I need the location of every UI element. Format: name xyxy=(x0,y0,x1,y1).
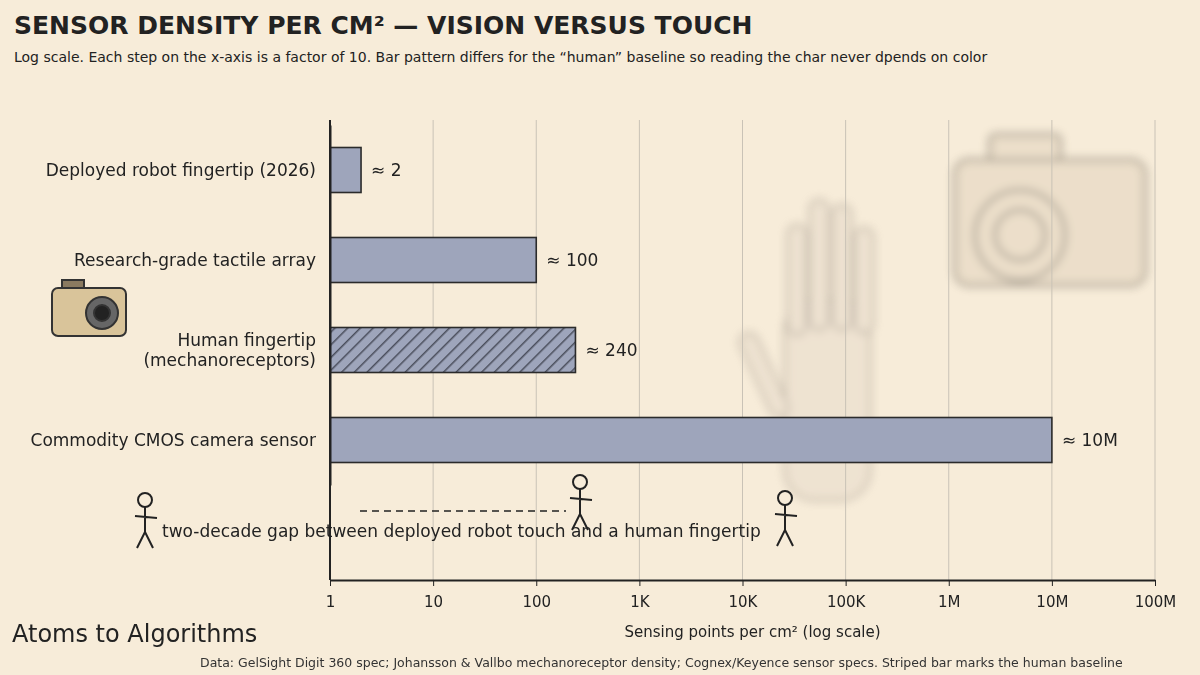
x-tick-label: 10 xyxy=(424,593,443,611)
x-tick-mark xyxy=(1155,580,1156,586)
grid-line xyxy=(845,120,846,580)
x-tick-label: 1K xyxy=(630,593,651,611)
x-tick-mark xyxy=(330,580,331,586)
y-tick-label: Commodity CMOS camera sensor xyxy=(31,430,316,450)
x-tick-label: 10K xyxy=(729,593,759,611)
source: Data: GelSight Digit 360 spec; Johansson… xyxy=(200,655,1123,670)
x-tick-label: 1M xyxy=(938,593,961,611)
stick-head xyxy=(573,475,587,489)
stick-body xyxy=(135,507,157,548)
grid xyxy=(330,120,1155,580)
hand-thumb xyxy=(737,330,791,419)
annotation-dash xyxy=(360,510,566,512)
data-label: ≈ 10M xyxy=(1062,430,1118,450)
stick-figure-right xyxy=(775,491,797,546)
title: SENSOR DENSITY PER CM² — VISION VERSUS T… xyxy=(14,11,752,40)
x-tick: 100 xyxy=(522,580,551,611)
x-tick-label: 100 xyxy=(522,593,551,611)
icon-lens-inner xyxy=(94,305,110,321)
y-tick: Commodity CMOS camera sensor xyxy=(31,430,330,450)
y-tick: Human fingertip(mechanoreceptors) xyxy=(143,330,330,370)
icon-lens xyxy=(86,297,118,329)
bar xyxy=(330,238,536,283)
grid-line xyxy=(742,120,743,580)
bar xyxy=(330,418,1052,463)
x-tick-mark xyxy=(846,580,847,586)
bar xyxy=(330,328,575,373)
x-tick-label: 10M xyxy=(1036,593,1068,611)
grid-line xyxy=(948,120,949,580)
plot-frame-left xyxy=(329,120,331,580)
y-tick: Research-grade tactile array xyxy=(74,250,330,270)
y-tick-label-line: Research-grade tactile array xyxy=(74,250,316,270)
x-tick-label: 100M xyxy=(1135,593,1177,611)
camera xyxy=(955,135,1145,285)
bar xyxy=(330,148,361,193)
background xyxy=(0,0,1200,675)
hand-finger xyxy=(855,228,873,333)
x-tick-mark xyxy=(1052,580,1053,586)
x-tick-mark xyxy=(639,580,640,586)
x-tick-mark xyxy=(743,580,744,586)
data-label: ≈ 2 xyxy=(371,160,401,180)
data-labels: ≈ 2 ≈ 100 ≈ 240 ≈ 10M xyxy=(371,160,1118,450)
x-tick-mark xyxy=(433,580,434,586)
x-axis: 1 10 100 1K 10K 100K 1M 10M 100M xyxy=(326,580,1177,611)
x-tick: 10 xyxy=(424,580,443,611)
hand-finger xyxy=(810,200,828,330)
stick-figure-left xyxy=(135,493,157,548)
x-tick: 1M xyxy=(938,580,961,611)
grid-line xyxy=(639,120,640,580)
data-label: ≈ 240 xyxy=(585,340,637,360)
x-axis-title: Sensing points per cm² (log scale) xyxy=(624,623,880,641)
hand-finger xyxy=(833,205,851,330)
x-tick: 1 xyxy=(326,580,336,611)
y-tick-label-line: Deployed robot fingertip (2026) xyxy=(46,160,316,180)
y-tick-label-line: (mechanoreceptors) xyxy=(143,350,316,370)
grid-line xyxy=(1051,120,1052,580)
y-tick: Deployed robot fingertip (2026) xyxy=(46,160,330,180)
camera-lens-inner xyxy=(995,210,1045,260)
x-tick: 1K xyxy=(630,580,651,611)
brand: Atoms to Algorithms xyxy=(12,620,257,648)
x-tick: 100K xyxy=(827,580,867,611)
data-label: ≈ 100 xyxy=(546,250,598,270)
stick-body xyxy=(775,505,797,546)
y-tick-label: Research-grade tactile array xyxy=(74,250,316,270)
x-tick-mark xyxy=(536,580,537,586)
stick-head xyxy=(778,491,792,505)
camera-body xyxy=(955,160,1145,285)
grid-line xyxy=(330,120,331,580)
y-tick-label-line: Commodity CMOS camera sensor xyxy=(31,430,316,450)
camera-icon xyxy=(52,280,126,336)
x-tick-mark xyxy=(949,580,950,586)
x-tick: 100M xyxy=(1135,580,1177,611)
annotation: two-decade gap between deployed robot to… xyxy=(162,521,761,541)
icon-body xyxy=(52,288,126,336)
bars xyxy=(330,148,1052,463)
x-tick-label: 100K xyxy=(827,593,867,611)
y-axis: Deployed robot fingertip (2026) Research-… xyxy=(31,126,331,486)
y-tick-label: Deployed robot fingertip (2026) xyxy=(46,160,316,180)
x-tick: 10K xyxy=(729,580,759,611)
x-tick-label: 1 xyxy=(326,593,336,611)
hand-finger xyxy=(788,225,806,335)
chart-svg: SENSOR DENSITY PER CM² — VISION VERSUS T… xyxy=(0,0,1200,675)
y-tick-label-line: Human fingertip xyxy=(177,330,316,350)
x-tick: 10M xyxy=(1036,580,1068,611)
stick-head xyxy=(138,493,152,507)
y-tick-label: Human fingertip(mechanoreceptors) xyxy=(143,330,316,370)
chart-container: SENSOR DENSITY PER CM² — VISION VERSUS T… xyxy=(0,0,1200,675)
subtitle: Log scale. Each step on the x-axis is a … xyxy=(14,49,987,65)
grid-line xyxy=(1155,120,1156,580)
